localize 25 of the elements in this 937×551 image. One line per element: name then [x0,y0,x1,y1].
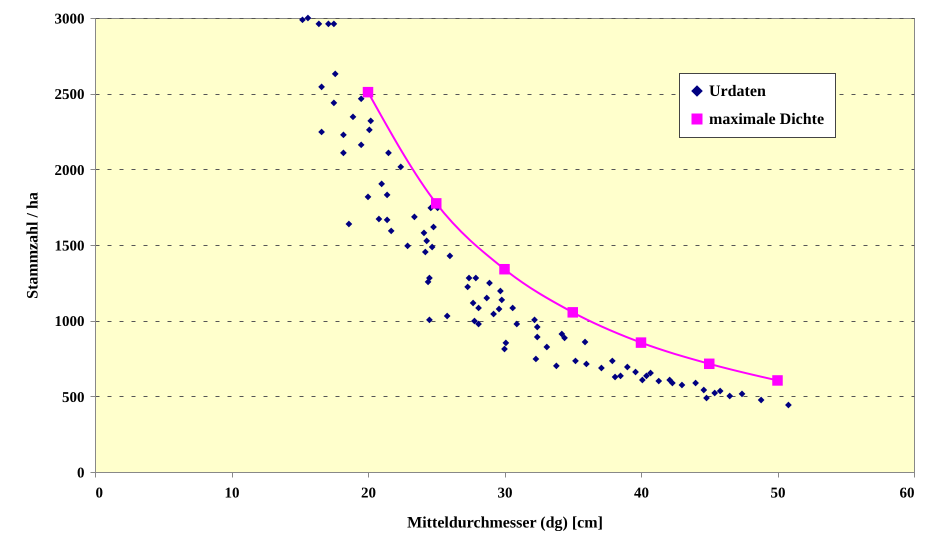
y-tick-label: 1500 [54,238,84,254]
x-tick-label: 20 [361,486,376,502]
point [431,198,442,209]
x-tick-label: 30 [498,486,512,502]
y-axis-title: Stammzahl / ha [24,192,42,299]
x-tick-label: 50 [770,486,786,502]
point [499,264,510,274]
x-tick-label: 10 [224,486,240,502]
legend-label: Urdaten [709,83,766,100]
point [772,375,783,386]
y-tick-label: 1000 [54,314,84,330]
y-tick-label: 3000 [54,12,84,28]
point [362,86,374,98]
point [636,337,646,348]
y-tick-label: 2500 [54,87,84,104]
x-tick-label: 40 [634,486,649,502]
x-tick-label: 0 [96,486,103,502]
y-tick-label: 2000 [54,162,84,179]
x-axis-title: Mitteldurchmesser (dg) [cm] [407,514,603,532]
y-tick-label: 500 [62,390,84,406]
point [704,358,714,370]
legend-label: maximale Dichte [709,111,824,128]
x-tick-label: 60 [900,486,914,502]
point [568,307,578,318]
y-tick-label: 0 [77,466,84,482]
